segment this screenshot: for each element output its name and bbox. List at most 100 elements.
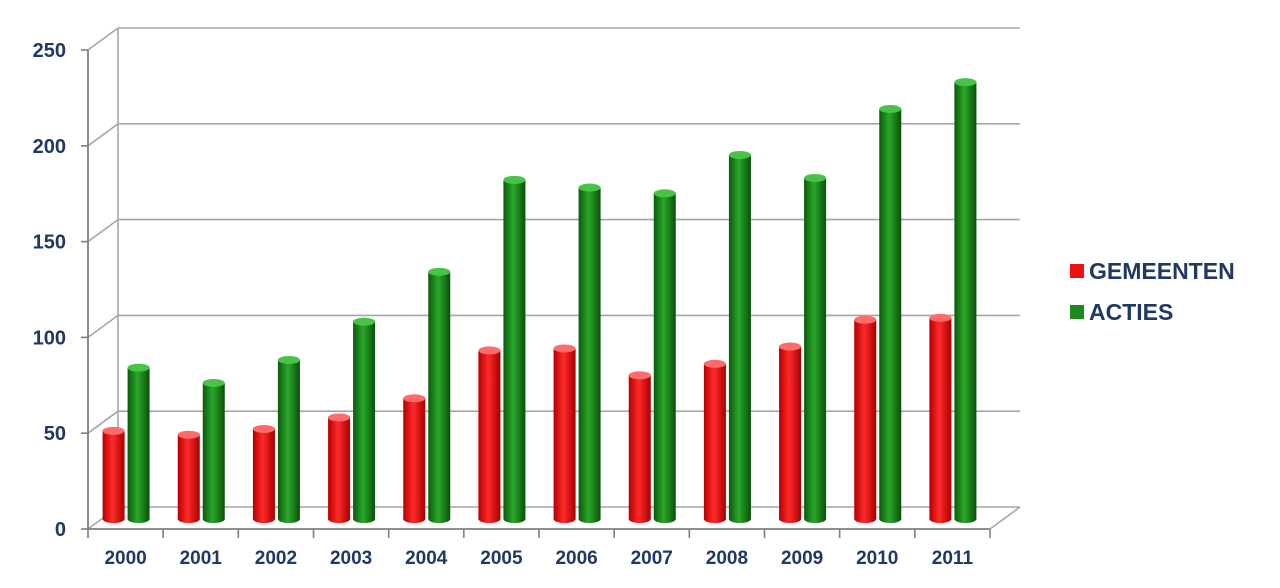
bar-top (854, 315, 877, 324)
bar (202, 378, 225, 523)
x-tick-label: 2010 (856, 548, 898, 569)
bar (703, 359, 726, 523)
floor-edge (989, 506, 1021, 530)
bar-body (503, 179, 526, 520)
bar-body (703, 363, 726, 519)
legend-label: ACTIES (1089, 299, 1173, 325)
bar-body (804, 177, 827, 519)
legend[interactable]: GEMEENTEN ACTIES (1070, 258, 1235, 325)
bar-body (252, 428, 275, 519)
bar-body (202, 382, 225, 519)
bar-top (353, 317, 376, 326)
bars (102, 78, 977, 523)
x-tick-label: 2005 (480, 548, 523, 569)
bar-body (177, 434, 200, 519)
bar-top (804, 173, 827, 182)
bar-body (328, 417, 351, 519)
bar-body (127, 367, 150, 519)
bar (628, 371, 651, 523)
bar-top (252, 424, 275, 433)
y-tick-label: 150 (33, 232, 66, 254)
bar-body (403, 398, 426, 519)
x-tick-label: 2001 (180, 548, 223, 569)
gridline-diagonal (87, 27, 119, 51)
bar-top (954, 78, 977, 87)
bar (127, 363, 150, 523)
bar-body (277, 359, 300, 519)
legend-item-gemeenten[interactable]: GEMEENTEN (1070, 258, 1235, 284)
x-tick-label: 2002 (255, 548, 297, 569)
bar (804, 173, 827, 523)
bar (428, 267, 451, 523)
legend-swatch (1070, 264, 1084, 278)
y-tick-label: 100 (33, 327, 66, 349)
bar (578, 183, 601, 523)
bar-top (177, 430, 200, 439)
bar-top (478, 346, 501, 355)
bar-top (628, 371, 651, 380)
bar-body (428, 271, 451, 519)
bar (252, 424, 275, 523)
bar (277, 355, 300, 523)
tick-labels: 0 50 100 150 200 250 2000 2001 2002 2003 2004 2005 2… (33, 40, 974, 569)
grid (87, 27, 1021, 530)
axes (81, 49, 991, 538)
gridline-diagonal (87, 218, 119, 243)
gridline-diagonal (87, 410, 119, 434)
bar-body (478, 350, 501, 519)
bar (779, 342, 802, 523)
bar-top (102, 426, 125, 435)
bar-top (127, 363, 150, 372)
x-tick-label: 2004 (405, 548, 448, 569)
bar-top (779, 342, 802, 351)
x-tick-label: 2007 (631, 548, 673, 569)
bar-body (879, 108, 902, 519)
x-tick-label: 2009 (781, 548, 823, 569)
bar-body (578, 187, 601, 520)
bar-body (779, 346, 802, 519)
x-tick-label: 2006 (555, 548, 597, 569)
y-tick-label: 250 (33, 40, 66, 62)
bar (478, 346, 501, 523)
gridline-diagonal (87, 123, 119, 147)
bar (854, 315, 877, 523)
bar (503, 175, 526, 523)
bar-top (202, 378, 225, 387)
bar (653, 189, 676, 523)
bar-top (728, 150, 751, 159)
bar-body (954, 82, 977, 519)
legend-label: GEMEENTEN (1089, 258, 1235, 284)
bar (328, 413, 351, 523)
y-tick-label: 0 (55, 519, 66, 541)
y-tick-label: 50 (44, 423, 66, 445)
y-tick-label: 200 (33, 136, 66, 158)
bar (929, 313, 952, 523)
bar (954, 78, 977, 523)
legend-swatch (1070, 305, 1084, 319)
bar-top (578, 183, 601, 192)
bar-top (403, 394, 426, 403)
gridline-diagonal (87, 314, 119, 339)
bar-body (728, 154, 751, 519)
bar-top (703, 359, 726, 368)
bar-top (653, 189, 676, 198)
x-tick-label: 2008 (706, 548, 748, 569)
bar-body (653, 193, 676, 519)
bar (553, 344, 576, 523)
bar-body (929, 317, 952, 519)
bar (403, 394, 426, 523)
legend-item-acties[interactable]: ACTIES (1070, 299, 1173, 325)
bar-top (503, 175, 526, 184)
bar (353, 317, 376, 523)
bar-body (628, 375, 651, 519)
x-tick-label: 2003 (330, 548, 372, 569)
bar-top (277, 355, 300, 364)
bar-body (854, 319, 877, 519)
bar (879, 104, 902, 523)
x-tick-label: 2000 (104, 548, 146, 569)
bar (728, 150, 751, 523)
bar (102, 426, 125, 523)
bar-body (553, 348, 576, 519)
bar-top (328, 413, 351, 422)
